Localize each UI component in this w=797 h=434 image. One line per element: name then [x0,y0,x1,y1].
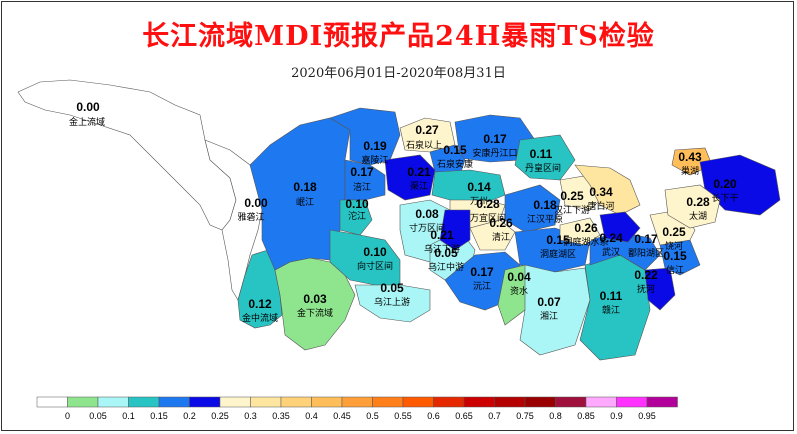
legend-box-13 [434,397,465,407]
legend-box-11 [373,397,404,407]
legend-box-3 [129,397,160,407]
legend-tick-1: 0.05 [89,411,107,421]
legend-tick-7: 0.35 [272,411,290,421]
legend-tick-18: 0.9 [610,411,623,421]
legend-box-9 [312,397,343,407]
legend-tick-12: 0.6 [427,411,440,421]
legend-tick-11: 0.55 [394,411,412,421]
legend-tick-10: 0.5 [366,411,379,421]
legend-tick-9: 0.45 [333,411,351,421]
legend-tick-0: 0 [65,411,70,421]
legend-tick-14: 0.7 [488,411,501,421]
legend-box-4 [159,397,190,407]
legend-tick-17: 0.85 [577,411,595,421]
legend-tick-5: 0.25 [211,411,229,421]
legend-tick-labels: 0 0.05 0.1 0.15 0.2 0.25 0.3 0.35 0.4 0.45 0.5 0.55… [65,411,656,421]
legend-box-20 [647,397,678,407]
legend-box-0 [37,397,68,407]
legend-box-15 [495,397,526,407]
legend-box-6 [220,397,251,407]
legend-box-7 [251,397,282,407]
legend-tick-13: 0.65 [455,411,473,421]
legend-tick-15: 0.75 [516,411,534,421]
legend-color-boxes [37,397,678,407]
legend-box-16 [525,397,556,407]
legend-tick-8: 0.4 [305,411,318,421]
legend-tick-19: 0.95 [638,411,656,421]
legend-box-5 [190,397,221,407]
legend-tick-3: 0.15 [150,411,168,421]
legend-box-10 [342,397,373,407]
legend-box-1 [68,397,99,407]
legend-box-17 [556,397,587,407]
legend-box-2 [98,397,129,407]
legend-box-8 [281,397,312,407]
legend-tick-6: 0.3 [244,411,257,421]
legend-tick-16: 0.8 [549,411,562,421]
legend-tick-4: 0.2 [183,411,196,421]
legend-tick-2: 0.1 [122,411,135,421]
legend-box-12 [403,397,434,407]
legend-box-19 [617,397,648,407]
legend-box-14 [464,397,495,407]
legend-box-18 [586,397,617,407]
